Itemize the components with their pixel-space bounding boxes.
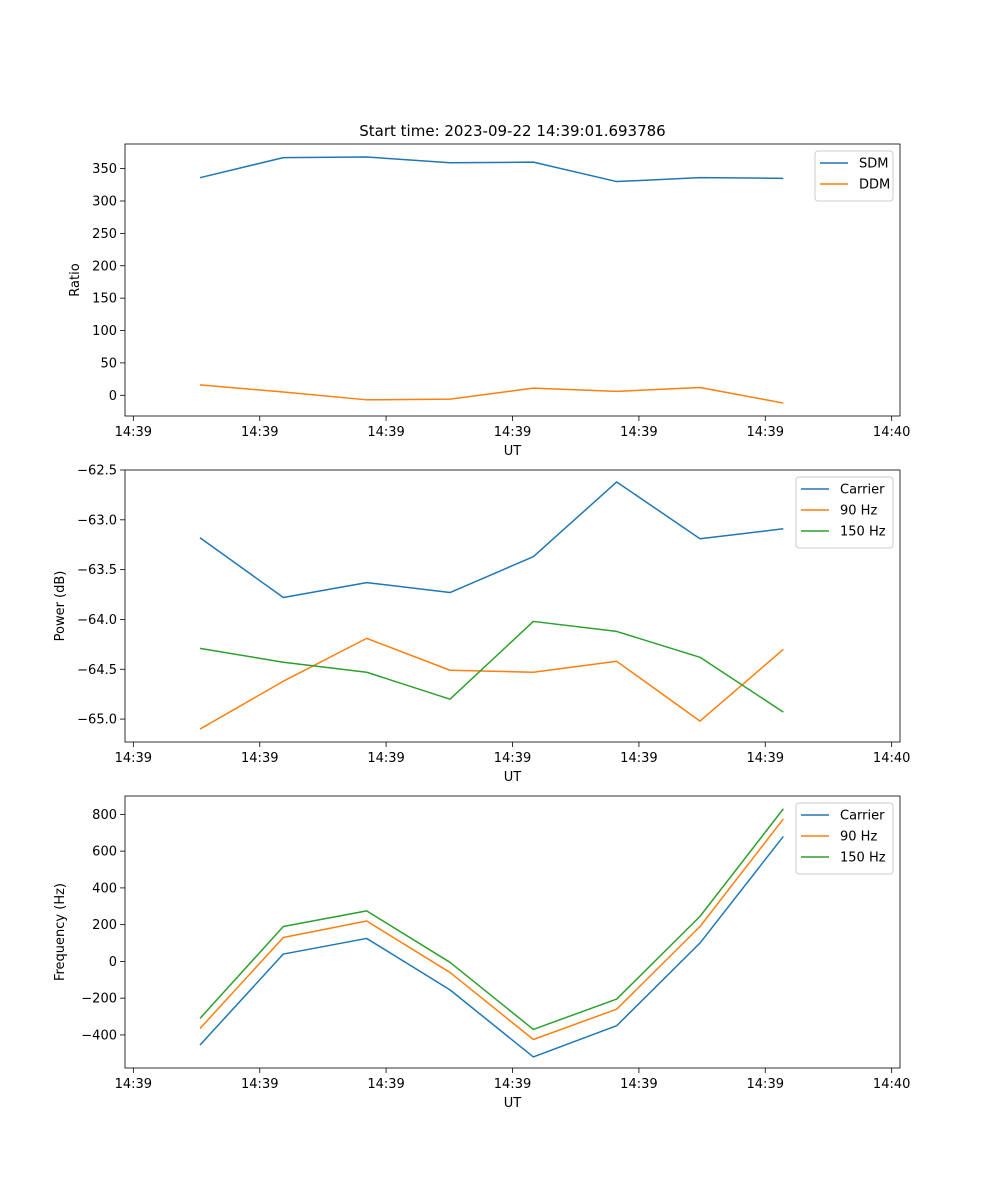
power-x-tick-label: 14:39 [367, 751, 404, 766]
frequency-x-tick-label: 14:39 [494, 1077, 531, 1092]
power-y-tick-label: −64.5 [77, 663, 117, 678]
frequency-y-tick-label: −200 [81, 992, 117, 1007]
ratio-y-tick-label: 300 [92, 194, 117, 209]
ratio-x-tick-label: 14:40 [873, 425, 910, 440]
frequency-y-tick-label: 800 [92, 808, 117, 823]
ratio-y-axis-label: Ratio [68, 263, 83, 296]
ratio-x-tick-label: 14:39 [620, 425, 657, 440]
power-x-tick-label: 14:39 [747, 751, 784, 766]
ratio-legend-label-sdm: SDM [859, 157, 888, 172]
ratio-x-tick-label: 14:39 [241, 425, 278, 440]
ratio-series-sdm-line [199, 156, 784, 183]
frequency-series-carrier-line [199, 835, 784, 1058]
power-legend: Carrier 90 Hz 150 Hz [795, 476, 894, 549]
ratio-x-tick-label: 14:39 [494, 425, 531, 440]
frequency-x-tick-label: 14:39 [620, 1077, 657, 1092]
power-panel: 14:39 14:39 14:39 14:39 14:39 14:39 14:40 −65.0… [53, 464, 910, 786]
ratio-x-axis-label: UT [504, 444, 522, 459]
frequency-series-150-hz-line [199, 808, 784, 1031]
frequency-x-tick-label: 14:39 [115, 1077, 152, 1092]
frequency-series-90-hz-line [199, 818, 784, 1041]
frequency-y-tick-label: 200 [92, 918, 117, 933]
power-series-150-hz-line [199, 620, 784, 713]
ratio-y-tick-label: 200 [92, 259, 117, 274]
ratio-legend-label-ddm: DDM [859, 178, 890, 193]
frequency-legend: Carrier 90 Hz 150 Hz [795, 802, 894, 875]
power-y-tick-label: −62.5 [77, 464, 117, 479]
ratio-y-tick-label: 50 [100, 356, 117, 371]
frequency-panel: 14:39 14:39 14:39 14:39 14:39 14:39 14:40 −400 −… [53, 795, 910, 1111]
frequency-y-tick-label: 0 [109, 955, 117, 970]
power-y-tick-label: −63.0 [77, 513, 117, 528]
power-x-tick-label: 14:39 [115, 751, 152, 766]
power-x-axis-label: UT [504, 770, 522, 785]
ratio-legend: SDM DDM [814, 150, 894, 202]
ratio-y-tick-label: 100 [92, 324, 117, 339]
ratio-x-tick-label: 14:39 [115, 425, 152, 440]
power-y-axis-label: Power (dB) [53, 571, 68, 642]
power-x-tick-label: 14:39 [241, 751, 278, 766]
ratio-y-tick-label: 350 [92, 162, 117, 177]
frequency-legend-label-90-hz: 90 Hz [840, 830, 877, 845]
ratio-series-ddm-line [199, 384, 784, 404]
power-legend-label-90-hz: 90 Hz [840, 504, 877, 519]
power-y-tick-label: −64.0 [77, 613, 117, 628]
frequency-y-axis-label: Frequency (Hz) [53, 883, 68, 981]
frequency-x-tick-label: 14:39 [241, 1077, 278, 1092]
power-legend-label-150-hz: 150 Hz [840, 525, 886, 540]
power-y-tick-label: −65.0 [77, 713, 117, 728]
frequency-y-tick-label: 400 [92, 881, 117, 896]
ratio-y-tick-label: 250 [92, 227, 117, 242]
ratio-y-tick-label: 150 [92, 292, 117, 307]
power-x-tick-label: 14:39 [494, 751, 531, 766]
power-x-tick-label: 14:40 [873, 751, 910, 766]
ratio-x-tick-label: 14:39 [747, 425, 784, 440]
frequency-y-tick-label: 600 [92, 845, 117, 860]
power-x-tick-label: 14:39 [620, 751, 657, 766]
frequency-x-axis-label: UT [504, 1096, 522, 1111]
ratio-x-tick-label: 14:39 [367, 425, 404, 440]
frequency-legend-label-carrier: Carrier [840, 809, 885, 824]
frequency-x-tick-label: 14:39 [367, 1077, 404, 1092]
frequency-legend-label-150-hz: 150 Hz [840, 851, 886, 866]
frequency-x-tick-label: 14:40 [873, 1077, 910, 1092]
frequency-y-tick-label: −400 [81, 1028, 117, 1043]
power-y-tick-label: −63.5 [77, 563, 117, 578]
frequency-x-tick-label: 14:39 [747, 1077, 784, 1092]
power-series-carrier-line [199, 481, 784, 599]
power-series-90-hz-line [199, 637, 784, 730]
power-legend-label-carrier: Carrier [840, 483, 885, 498]
ratio-y-tick-label: 0 [109, 389, 117, 404]
figure-title: Start time: 2023-09-22 14:39:01.693786 [359, 122, 665, 140]
ratio-panel: 14:39 14:39 14:39 14:39 14:39 14:39 14:40 0 50 10… [68, 143, 910, 459]
